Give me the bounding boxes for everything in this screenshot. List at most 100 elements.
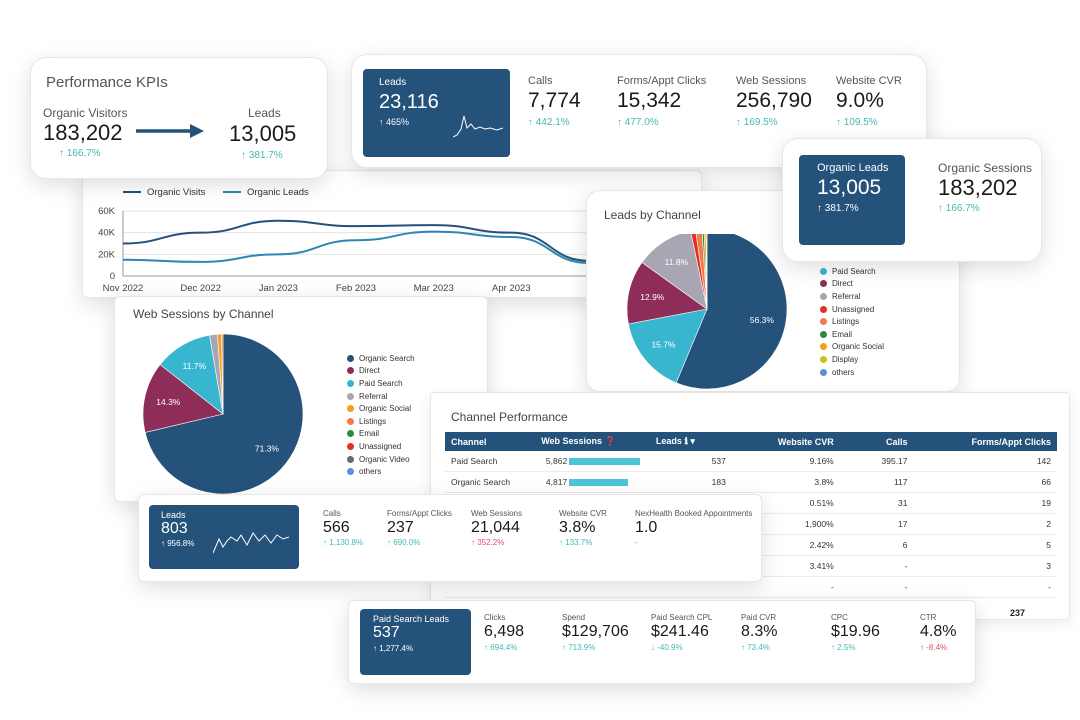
pie-slice-referral[interactable] [641, 234, 708, 310]
paid-cvr-value: 8.3% [741, 623, 778, 640]
cell-forms-appt-clicks: 142 [913, 451, 1057, 472]
legend-item[interactable]: Listings [820, 315, 884, 328]
mid-leads-tile[interactable]: Leads 803 ↑ 956.8% [149, 505, 299, 569]
mid-leads-label: Leads [161, 510, 186, 520]
y-tick-label: 20K [98, 249, 116, 260]
x-tick-label: Jan 2023 [259, 283, 298, 294]
legend-item[interactable]: Organic Video [347, 453, 415, 466]
leads-by-channel-pie: 56.3% 15.7% 12.9% 11.8% [626, 234, 788, 390]
arrow-up-icon: ↑ [559, 538, 566, 547]
legend-item[interactable]: Direct [820, 278, 884, 291]
pie-slice-organic-search[interactable] [144, 333, 304, 495]
web-sessions-legend: Organic Search Direct Paid Search Referral O… [347, 352, 415, 478]
col-forms-appt-clicks[interactable]: Forms/Appt Clicks [913, 432, 1057, 451]
web-sessions-chart-title: Web Sessions by Channel [133, 307, 274, 321]
pie-slice-email[interactable] [701, 234, 708, 310]
legend-item[interactable]: Unassigned [347, 440, 415, 453]
legend-label: Direct [359, 366, 380, 376]
slice-label: 12.9% [640, 292, 665, 302]
legend-item[interactable]: Organic Search [347, 352, 415, 365]
legend-item[interactable]: Organic Social [820, 341, 884, 354]
forms-appt-clicks-change: ↑ 690.0% [387, 538, 420, 547]
legend-label: Listings [832, 317, 860, 327]
legend-swatch [820, 343, 827, 351]
col-website-cvr[interactable]: Website CVR [731, 432, 840, 451]
legend-label: Email [359, 429, 380, 439]
change-value: 690.0% [393, 538, 421, 547]
leads-tile[interactable]: Leads 23,116 ↑ 465% [363, 69, 510, 157]
calls-value: 7,774 [528, 89, 581, 112]
slice-label: 14.3% [156, 397, 181, 407]
organic-leads-tile[interactable]: Organic Leads 13,005 ↑ 381.7% [799, 155, 905, 245]
legend-label: Referral [832, 291, 861, 301]
legend-item[interactable]: others [347, 465, 415, 478]
cell-website-cvr: 9.16% [731, 451, 840, 472]
mid-leads-change: ↑ 956.8% [161, 539, 195, 548]
paid-search-cpl-value: $241.46 [651, 623, 709, 640]
legend-item[interactable]: Referral [347, 390, 415, 403]
pie-slice-paid-search[interactable] [628, 308, 708, 384]
leads-tile-label: Leads [379, 77, 407, 88]
table-row[interactable]: Organic Search 4,817 183 3.8% 117 66 [445, 471, 1057, 493]
pie-slice-listings[interactable] [695, 234, 708, 310]
arrow-right-icon [136, 124, 204, 138]
legend-item[interactable]: Paid Search [347, 377, 415, 390]
legend-item[interactable]: Email [820, 328, 884, 341]
arrow-up-icon: ↑ [484, 643, 491, 652]
arrow-up-icon: ↑ [617, 117, 625, 128]
legend-label: Organic Social [832, 342, 885, 352]
legend-item[interactable]: Referral [820, 290, 884, 303]
legend-item[interactable]: others [820, 366, 884, 379]
web-sessions-value: 256,790 [736, 89, 812, 112]
pie-slice-display[interactable] [705, 234, 708, 310]
col-channel[interactable]: Channel [445, 432, 536, 451]
table-row[interactable]: Paid Search 5,862 537 9.16% 395.17 142 [445, 451, 1057, 472]
forms-appt-clicks-label: Forms/Appt Clicks [387, 509, 452, 518]
forms-appt-clicks-value: 15,342 [617, 89, 682, 112]
change-value: 109.5% [843, 117, 878, 128]
col-web-sessions[interactable]: Web Sessions ❓ [535, 432, 650, 451]
change-value: 169.5% [743, 117, 778, 128]
paid-search-leads-label: Paid Search Leads [373, 614, 450, 624]
leads-chart-title: Leads by Channel [604, 208, 701, 222]
legend-item[interactable]: Organic Social [347, 402, 415, 415]
legend-label[interactable]: Organic Visits [147, 187, 206, 198]
col-calls[interactable]: Calls [839, 432, 914, 451]
pie-slice-direct[interactable] [143, 364, 224, 433]
slice-label: 11.7% [183, 361, 207, 371]
spend-value: $129,706 [562, 623, 629, 640]
sort-desc-icon: ▾ [690, 436, 695, 446]
legend-item[interactable]: Paid Search [820, 265, 884, 278]
pie-slice-organic-search[interactable] [675, 234, 788, 390]
series-line-organic-visits [122, 219, 590, 262]
paid-search-leads-tile[interactable]: Paid Search Leads 537 ↑ 1,277.4% [360, 609, 471, 675]
legend-item[interactable]: Listings [347, 415, 415, 428]
pie-slice-unassigned[interactable] [690, 234, 708, 310]
col-leads[interactable]: Leads ℹ ▾ [649, 432, 732, 451]
table-total: 237 [1010, 608, 1026, 618]
series-line-organic-leads [122, 230, 590, 264]
legend-swatch [820, 318, 827, 326]
paid-search-metrics-card: Paid Search Leads 537 ↑ 1,277.4% Clicks 6… [348, 600, 976, 684]
organic-leads-label: Organic Leads [817, 162, 889, 174]
pie-slice-direct[interactable] [626, 261, 708, 325]
organic-visitors-label: Organic Visitors [43, 106, 128, 120]
legend-item[interactable]: Unassigned [820, 303, 884, 316]
cell-leads: 537 [649, 451, 732, 472]
paid-search-cpl-change: ↓ -40.9% [651, 643, 683, 652]
cell-web-sessions: 5,862 [535, 451, 650, 472]
legend-label: Listings [359, 416, 387, 426]
arrow-up-icon: ↑ [836, 117, 844, 128]
legend-item[interactable]: Direct [347, 365, 415, 378]
legend-item[interactable]: Email [347, 428, 415, 441]
slice-label: 11.8% [665, 257, 689, 267]
forms-appt-clicks-change: ↑ 477.0% [617, 117, 659, 128]
legend-swatch [820, 330, 827, 338]
legend-swatch [820, 305, 827, 313]
legend-label[interactable]: Organic Leads [247, 187, 309, 198]
pie-slice-listings[interactable] [221, 333, 224, 415]
legend-item[interactable]: Display [820, 353, 884, 366]
info-icon: ℹ [684, 436, 688, 446]
performance-kpis-card: Performance KPIs Organic Visitors 183,20… [30, 57, 328, 179]
legend-label: Display [832, 354, 859, 364]
